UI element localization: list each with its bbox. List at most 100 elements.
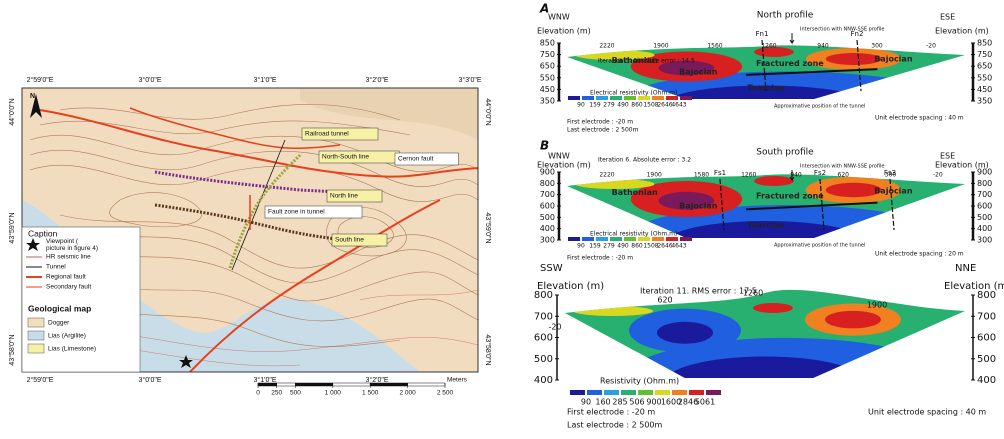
electrode-note: Unit electrode spacing : 40 m <box>868 408 986 417</box>
unit-label: Bajocian <box>679 202 718 211</box>
intersection-arrow <box>789 170 795 182</box>
resistivity-swatch <box>672 390 687 395</box>
electrode-note: Last electrode : 2 500m <box>567 421 663 430</box>
resistivity-swatch <box>610 237 622 241</box>
axis-title: Elevation (m) <box>935 27 989 36</box>
distance-label: 1260 <box>761 43 776 50</box>
resistivity-swatch <box>638 237 650 241</box>
resistivity-label: 490 <box>617 243 629 250</box>
fault-label: Fs1 <box>714 169 726 177</box>
north-south-line <box>228 153 302 269</box>
panel-letter: B <box>540 139 549 153</box>
profile: A North profile WNW ESE Elevation (m) Elevati… <box>537 2 992 134</box>
profile-title: South profile <box>756 148 814 158</box>
distance-label: 1900 <box>867 301 887 310</box>
resistivity-label: 90 <box>577 102 585 109</box>
fault-label: Fs3 <box>884 169 896 177</box>
legend-symbol <box>26 238 40 251</box>
resistivity-swatch <box>596 237 608 241</box>
distance-label: 620 <box>657 296 672 305</box>
y-tick-label: 550 <box>977 73 992 82</box>
legend-title: Caption <box>28 228 58 238</box>
feature-label: Cernon fault <box>398 156 434 163</box>
resistivity-swatch <box>568 96 580 100</box>
feature-label-box <box>331 233 388 247</box>
y-tick-label: 450 <box>977 85 992 94</box>
iteration: Iteration 11. RMS error : 17.5 <box>640 287 757 296</box>
scale-segment <box>407 382 446 387</box>
electrode-note: Unit electrode spacing : 20 m <box>875 251 964 258</box>
y-tick-label: 600 <box>977 202 992 211</box>
lon-label: 2°59'0"E <box>27 376 54 384</box>
scale-unit: Meters <box>447 377 468 384</box>
y-tick-label: 800 <box>977 179 992 188</box>
viewpoint <box>179 355 193 368</box>
unit-label: Bathonian <box>612 188 658 197</box>
y-tick-label: 600 <box>977 333 996 344</box>
lon-label: 3°3'0"E <box>459 76 482 84</box>
section-fill <box>825 53 882 65</box>
scale-label: 0 <box>256 390 260 397</box>
scale-segment <box>295 382 334 387</box>
intersection-arrow <box>789 33 795 45</box>
feature-label-box <box>326 189 383 203</box>
tunnel-line <box>746 68 878 76</box>
direction: WNW <box>548 13 570 22</box>
legend-item: Viewpoint (picture in figure 4) <box>46 238 98 252</box>
y-tick-label: 850 <box>540 39 555 48</box>
resistivity-label: 2846 <box>678 398 698 407</box>
scale-label: 1 500 <box>362 390 379 397</box>
y-tick-label: 800 <box>534 290 553 301</box>
resistivity-label: 285 <box>612 398 627 407</box>
unit-label: Toarcian <box>747 84 785 93</box>
resistivity-swatch <box>624 237 636 241</box>
tunnel-note: Approximative position of the tunnel <box>774 243 865 249</box>
feature-label-box <box>301 127 379 141</box>
resistivity-label: 160 <box>595 398 610 407</box>
y-tick-label: 700 <box>534 311 553 322</box>
direction: NNE <box>955 263 976 274</box>
resistivity-label: 159 <box>589 243 601 250</box>
resistivity-label: 5061 <box>695 398 715 407</box>
dogger-area <box>300 88 478 140</box>
resistivity-swatch <box>582 96 594 100</box>
electrode-note: First electrode : -20 m <box>567 408 655 417</box>
distance-label: 1900 <box>647 172 662 179</box>
distance-label: 1260 <box>743 289 763 298</box>
axis-title: Elevation (m) <box>537 281 604 292</box>
axis-title: Elevation (m) <box>935 161 989 170</box>
resistivity-label: 900 <box>646 398 661 407</box>
contours <box>29 104 478 347</box>
legend-item-part: Viewpoint ( <box>46 238 79 245</box>
feature-label: North line <box>330 193 358 200</box>
feature-label: North-South line <box>322 154 369 161</box>
distance-label: 2220 <box>599 172 614 179</box>
distance-label: 1260 <box>741 172 756 179</box>
tunnel-line <box>746 201 878 211</box>
y-tick-label: 500 <box>534 354 553 365</box>
lon-label: 3°1'0"E <box>254 76 277 84</box>
y-tick-label: 400 <box>540 224 555 233</box>
resistivity-swatch <box>680 96 692 100</box>
axis-title: Elevation (m) <box>944 281 1004 292</box>
section-fill <box>754 176 794 186</box>
fault-line <box>719 178 725 231</box>
section-fill <box>666 85 866 99</box>
legend-item: Lias (Limestone) <box>48 346 96 353</box>
distance-label: 300 <box>885 172 897 179</box>
resistivity-swatch <box>666 96 678 100</box>
resistivity-swatch <box>582 237 594 241</box>
legend-item: Secondary fault <box>46 284 91 291</box>
feature-label: Fault zone in tunnel <box>268 209 325 216</box>
resistivity-swatch <box>638 390 653 395</box>
north-arrow <box>30 94 42 118</box>
distance-label: 1580 <box>694 172 709 179</box>
regional-fault <box>39 109 478 178</box>
distance-label: 1900 <box>653 43 668 50</box>
y-tick-label: 850 <box>977 39 992 48</box>
section-fill <box>665 356 865 378</box>
section-fill <box>666 221 866 238</box>
lon-label: 3°2'0"E <box>366 76 389 84</box>
